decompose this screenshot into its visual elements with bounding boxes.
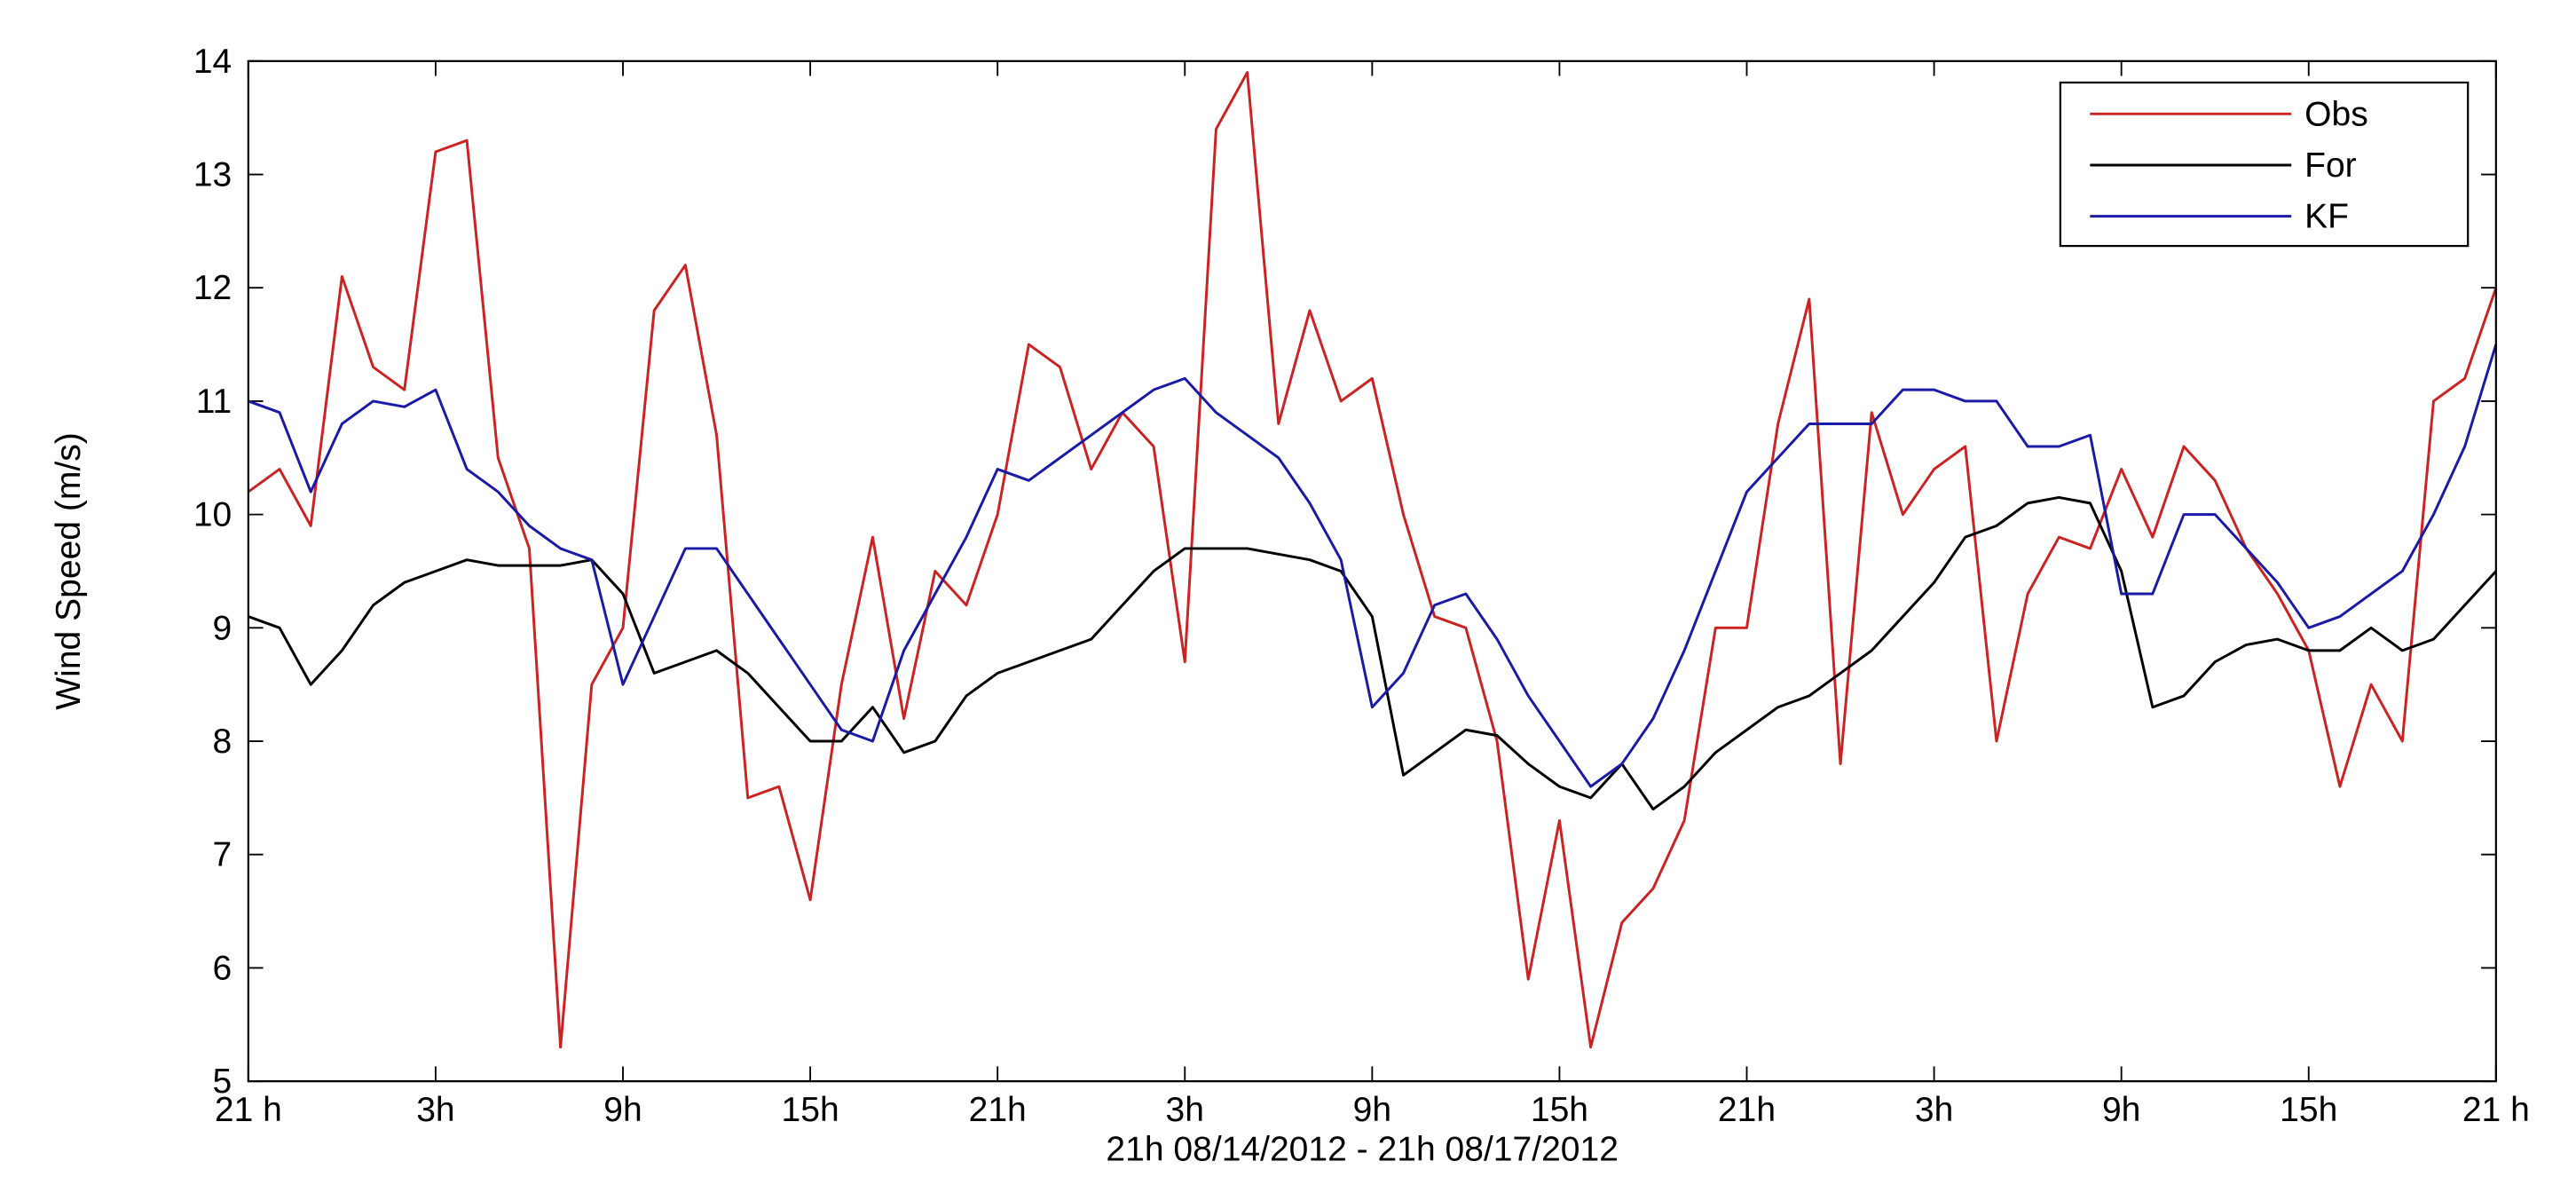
y-tick-label: 13 [193,156,232,194]
legend-label: Obs [2304,95,2368,133]
y-tick-label: 11 [196,383,232,421]
x-tick-label: 3h [1915,1091,1953,1129]
series-line [247,71,2498,1049]
x-tick-label: 21 h [215,1091,282,1129]
y-tick-label: 9 [213,609,232,647]
x-tick-label: 9h [2102,1091,2140,1129]
y-tick-label: 10 [193,496,232,534]
x-tick-label: 9h [1353,1091,1391,1129]
x-tick-label: 21h [1718,1091,1776,1129]
legend-label: For [2304,146,2357,185]
x-tick-label: 3h [1166,1091,1204,1129]
x-tick-label: 15h [1531,1091,1588,1129]
plot-frame [247,59,2497,1083]
x-tick-label: 3h [416,1091,454,1129]
x-axis-label: 21h 08/14/2012 - 21h 08/17/2012 [1106,1130,1619,1168]
x-tick-label: 15h [782,1091,839,1129]
y-tick-label: 8 [213,723,232,761]
y-axis-label: Wind Speed (m/s) [50,432,88,709]
x-tick-label: 21 h [2462,1091,2530,1129]
series-line [248,495,2497,811]
y-tick-label: 12 [193,269,232,307]
y-tick-label: 5 [213,1062,232,1101]
y-tick-label: 7 [213,836,232,874]
x-tick-label: 15h [2280,1091,2337,1129]
y-tick-label: 14 [193,43,232,81]
y-tick-label: 6 [213,949,232,987]
legend: Obs For KF [2059,81,2470,248]
series-line [248,344,2498,788]
x-tick-label: 21h [969,1091,1027,1129]
legend-label: KF [2304,198,2349,236]
x-tick-label: 9h [603,1091,642,1129]
